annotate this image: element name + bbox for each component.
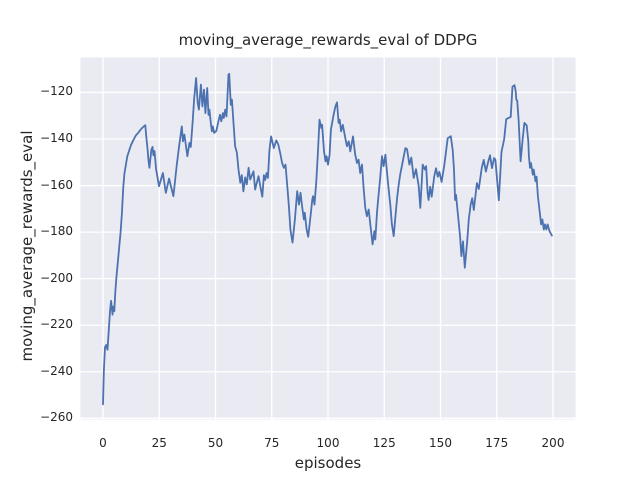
y-tick-label: −180 [40, 224, 73, 239]
y-tick-label: −200 [40, 270, 73, 285]
chart-title: moving_average_rewards_eval of DDPG [178, 31, 478, 49]
x-tick-label: 0 [99, 436, 107, 450]
y-tick-label: −220 [40, 317, 73, 332]
y-tick-label: −120 [40, 84, 73, 99]
x-tick-label: 100 [316, 436, 340, 450]
y-tick-label: −260 [40, 410, 73, 425]
x-tick-label: 75 [264, 436, 280, 450]
x-tick-label: 150 [429, 436, 452, 450]
x-tick-label: 200 [541, 436, 565, 450]
x-tick-label: 50 [207, 436, 224, 450]
x-axis-label: episodes [294, 454, 362, 472]
y-tick-label: −140 [40, 130, 73, 145]
x-tick-label: 125 [372, 436, 396, 450]
y-tick-label: −240 [40, 363, 73, 378]
reward-line [102, 72, 553, 406]
x-tick-label: 175 [485, 436, 509, 450]
x-tick-label: 25 [151, 436, 167, 450]
y-tick-label: −160 [40, 177, 73, 192]
